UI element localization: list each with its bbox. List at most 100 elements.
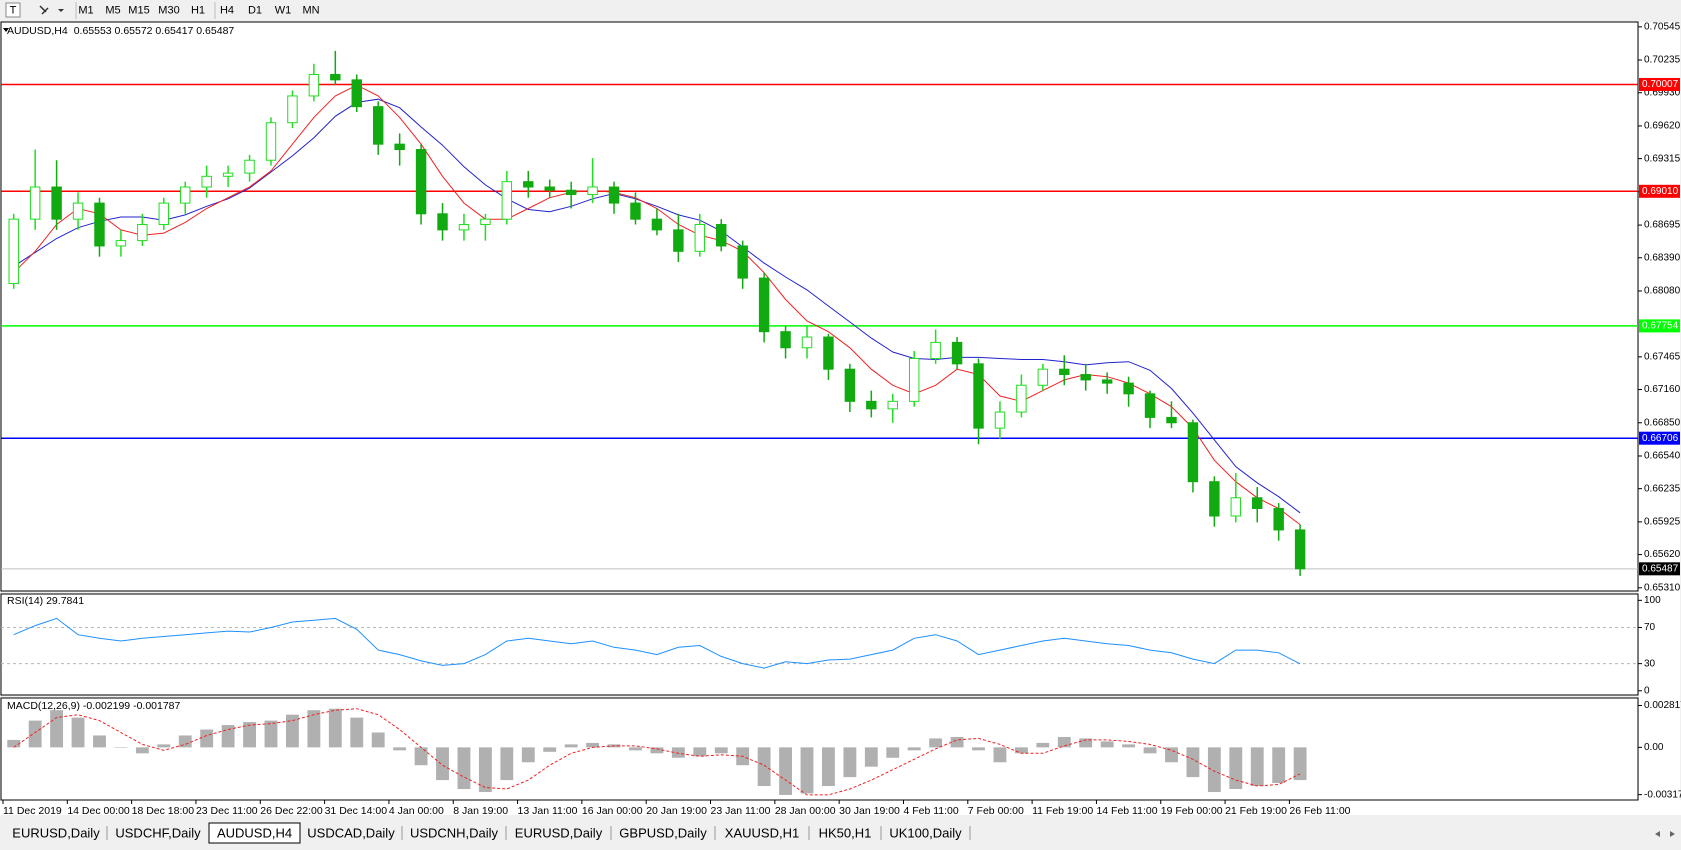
candle-body bbox=[115, 240, 127, 247]
candle-body bbox=[1273, 507, 1284, 531]
level-price-box bbox=[1639, 184, 1680, 198]
macd-histogram-bar bbox=[886, 747, 900, 758]
candle-body bbox=[1037, 368, 1049, 386]
macd-histogram-bar bbox=[564, 744, 578, 748]
candle-body bbox=[844, 368, 856, 402]
timeframe-button[interactable]: M1 bbox=[78, 4, 93, 16]
macd-histogram-bar bbox=[993, 747, 1007, 763]
candle-body bbox=[523, 181, 534, 188]
x-tick-label: 11 Feb 19:00 bbox=[1032, 805, 1093, 817]
candle-body bbox=[351, 79, 362, 108]
macd-histogram-bar bbox=[1229, 747, 1243, 789]
macd-histogram-bar bbox=[243, 722, 256, 748]
chart-tab[interactable]: USDCAD,Daily bbox=[307, 825, 395, 840]
timeframe-button[interactable]: W1 bbox=[275, 4, 292, 16]
timeframe-button[interactable]: H4 bbox=[220, 4, 234, 16]
timeframe-button[interactable]: H1 bbox=[191, 4, 205, 16]
y-tick-label: 0.67465 bbox=[1644, 352, 1681, 363]
y-tick-label: 0.65310 bbox=[1644, 582, 1681, 593]
macd-histogram-bar bbox=[414, 747, 428, 766]
candle-body bbox=[673, 229, 684, 252]
y-tick-label: 0.002817 bbox=[1644, 700, 1681, 711]
timeframe-button[interactable]: M15 bbox=[128, 4, 149, 16]
macd-histogram-bar bbox=[350, 717, 364, 748]
candle-body bbox=[415, 149, 427, 215]
panel-frame bbox=[0, 593, 1639, 696]
scroll-right[interactable] bbox=[1670, 831, 1675, 837]
chart-tab[interactable]: GBPUSD,Daily bbox=[619, 825, 707, 840]
macd-histogram-bar bbox=[200, 729, 214, 748]
x-tick-label: 28 Jan 00:00 bbox=[775, 805, 836, 817]
chart-tab[interactable]: HK50,H1 bbox=[819, 825, 872, 840]
candle-body bbox=[158, 202, 170, 226]
candle-body bbox=[72, 202, 84, 220]
level-price-box bbox=[1639, 319, 1680, 333]
chart-tab[interactable]: EURUSD,Daily bbox=[12, 825, 100, 840]
x-tick-label: 7 Feb 00:00 bbox=[968, 805, 1024, 817]
candle-body bbox=[823, 336, 834, 370]
candle-body bbox=[180, 186, 191, 204]
candle-body bbox=[330, 74, 341, 81]
active-tab bbox=[208, 822, 301, 844]
timeframe-button[interactable]: M5 bbox=[105, 4, 120, 16]
candle-body bbox=[29, 186, 41, 220]
chart-tab[interactable]: USDCHF,Daily bbox=[115, 825, 201, 840]
timeframe-button[interactable]: M30 bbox=[158, 4, 179, 16]
candle-body bbox=[1144, 393, 1156, 418]
macd-histogram-bar bbox=[500, 747, 514, 781]
candle-body bbox=[973, 363, 984, 429]
macd-histogram-bar bbox=[1250, 747, 1264, 787]
macd-histogram-bar bbox=[436, 747, 449, 781]
candle-body bbox=[137, 224, 148, 242]
y-tick-label: 0.68390 bbox=[1644, 252, 1681, 263]
x-tick-label: 8 Jan 19:00 bbox=[453, 805, 508, 817]
candle-body bbox=[544, 186, 555, 191]
objects-tool-button[interactable] bbox=[39, 5, 49, 15]
y-tick-label: 0.66540 bbox=[1644, 451, 1681, 462]
macd-histogram-bar bbox=[1186, 747, 1200, 778]
text-tool-icon: T bbox=[10, 4, 17, 16]
macd-histogram-bar bbox=[1014, 747, 1028, 754]
timeframe-button[interactable]: D1 bbox=[248, 4, 262, 16]
chart-tab[interactable]: XAUUSD,H1 bbox=[725, 825, 799, 840]
y-tick-label: 0.66235 bbox=[1644, 483, 1681, 494]
scroll-left[interactable] bbox=[1655, 831, 1660, 837]
panel-frame bbox=[0, 21, 1639, 592]
candle-body bbox=[908, 357, 920, 402]
chart-tab[interactable]: EURUSD,Daily bbox=[515, 825, 603, 840]
macd-histogram-bar bbox=[929, 738, 943, 748]
macd-histogram-bar bbox=[1036, 742, 1050, 748]
y-tick-label: 0.68695 bbox=[1644, 220, 1681, 231]
candle-body bbox=[51, 186, 62, 220]
dropdown-arrow[interactable] bbox=[58, 9, 64, 12]
text-tool-button[interactable] bbox=[5, 2, 21, 18]
chart-tab[interactable]: USDCNH,Daily bbox=[410, 825, 499, 840]
macd-histogram-bar bbox=[286, 714, 299, 748]
y-tick-label: 100 bbox=[1644, 595, 1661, 606]
y-tick-label: 0.65925 bbox=[1644, 517, 1681, 528]
candle-body bbox=[265, 122, 277, 161]
macd-histogram-bar bbox=[93, 735, 106, 748]
macd-histogram-bar bbox=[135, 747, 149, 754]
y-tick-label: 0 bbox=[1644, 685, 1650, 696]
chart-tab[interactable]: AUDUSD,H4 bbox=[217, 825, 292, 840]
macd-histogram-bar bbox=[629, 747, 642, 751]
x-tick-label: 30 Jan 19:00 bbox=[839, 805, 900, 817]
candle-body bbox=[1187, 422, 1199, 483]
y-tick-label: 0.68080 bbox=[1644, 286, 1681, 297]
macd-histogram-bar bbox=[1143, 747, 1157, 754]
candle-body bbox=[608, 186, 620, 204]
candle-body bbox=[1252, 497, 1263, 509]
macd-histogram-bar bbox=[221, 725, 235, 748]
x-tick-label: 31 Dec 14:00 bbox=[325, 805, 388, 817]
y-tick-label: 70 bbox=[1644, 622, 1656, 633]
macd-histogram-bar bbox=[1057, 736, 1071, 748]
timeframe-button[interactable]: MN bbox=[302, 4, 319, 16]
candle-body bbox=[1059, 368, 1070, 376]
candle-body bbox=[716, 224, 727, 247]
candle-body bbox=[1123, 382, 1134, 395]
chart-tab[interactable]: UK100,Daily bbox=[889, 825, 962, 840]
indicator-title: MACD(12,26,9) -0.002199 -0.001787 bbox=[7, 700, 181, 712]
x-tick-label: 26 Dec 22:00 bbox=[260, 805, 323, 817]
panel-frame bbox=[0, 697, 1639, 801]
